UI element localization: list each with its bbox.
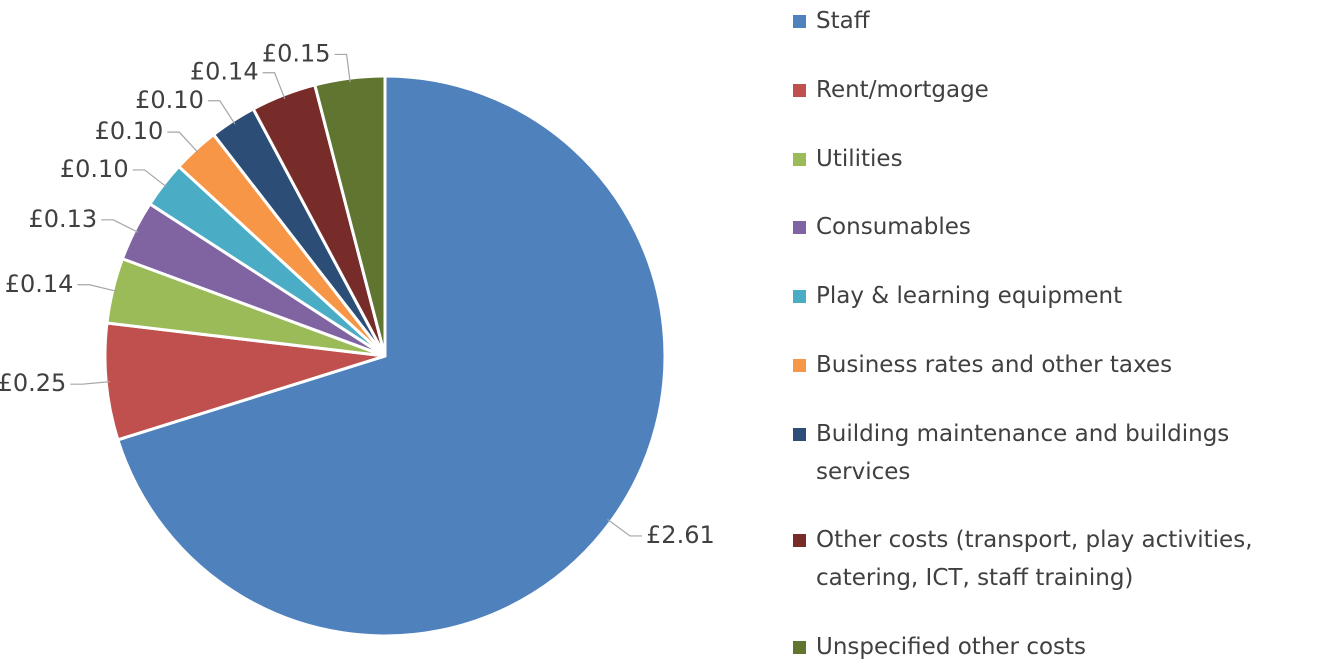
legend-swatch <box>793 221 806 235</box>
data-label: £0.15 <box>262 39 331 67</box>
legend-label: Building maintenance and buildings servi… <box>816 420 1230 485</box>
legend-label: Play & learning equipment <box>816 283 1123 309</box>
legend-item: Staff <box>793 2 1313 40</box>
legend-item: Other costs (transport, play activities,… <box>793 521 1313 597</box>
data-label: £0.10 <box>95 117 164 145</box>
leader-line <box>262 72 286 100</box>
legend-item: Utilities <box>793 140 1313 178</box>
legend-swatch <box>793 358 806 372</box>
leader-line <box>101 219 139 233</box>
legend-swatch <box>793 290 806 303</box>
legend-item: Building maintenance and buildings servi… <box>793 415 1313 491</box>
legend-swatch <box>793 641 806 654</box>
legend-label: Unspecified other costs <box>816 634 1087 660</box>
legend-swatch <box>793 83 806 97</box>
leader-line <box>77 284 117 292</box>
legend-label: Consumables <box>816 214 971 241</box>
chart: £2.61£0.25£0.14£0.13£0.10£0.10£0.10£0.14… <box>0 39 715 638</box>
legend-item: Consumables <box>793 208 1313 246</box>
data-label: £0.10 <box>135 86 204 114</box>
legend-swatch <box>793 15 806 28</box>
legend: Staff Rent/mortgage Utilities Consumables Pl… <box>793 2 1313 666</box>
data-label: £0.13 <box>28 205 97 233</box>
legend-label: Utilities <box>816 145 903 172</box>
legend-item: Play & learning equipment <box>793 277 1313 315</box>
legend-label: Rent/mortgage <box>816 76 989 103</box>
legend-swatch <box>793 427 806 441</box>
legend-item: Rent/mortgage <box>793 71 1313 109</box>
legend-item: Unspecified other costs <box>793 628 1313 666</box>
leader-line <box>334 53 351 83</box>
leader-line <box>207 100 236 125</box>
legend-label: Business rates and other taxes <box>816 351 1173 378</box>
legend-swatch <box>793 534 806 548</box>
data-label: £0.14 <box>190 58 259 86</box>
legend-item: Business rates and other taxes <box>793 346 1313 384</box>
leader-line <box>132 169 168 188</box>
legend-label: Staff <box>816 8 870 34</box>
legend-swatch <box>793 152 806 166</box>
legend-label: Other costs (transport, play activities,… <box>816 527 1253 592</box>
leader-line <box>70 381 111 385</box>
data-label: £2.61 <box>646 521 715 549</box>
leader-line <box>607 518 643 537</box>
leader-line <box>167 131 199 154</box>
data-label: £0.25 <box>0 369 66 397</box>
data-label: £0.14 <box>5 270 74 298</box>
data-label: £0.10 <box>60 155 129 183</box>
